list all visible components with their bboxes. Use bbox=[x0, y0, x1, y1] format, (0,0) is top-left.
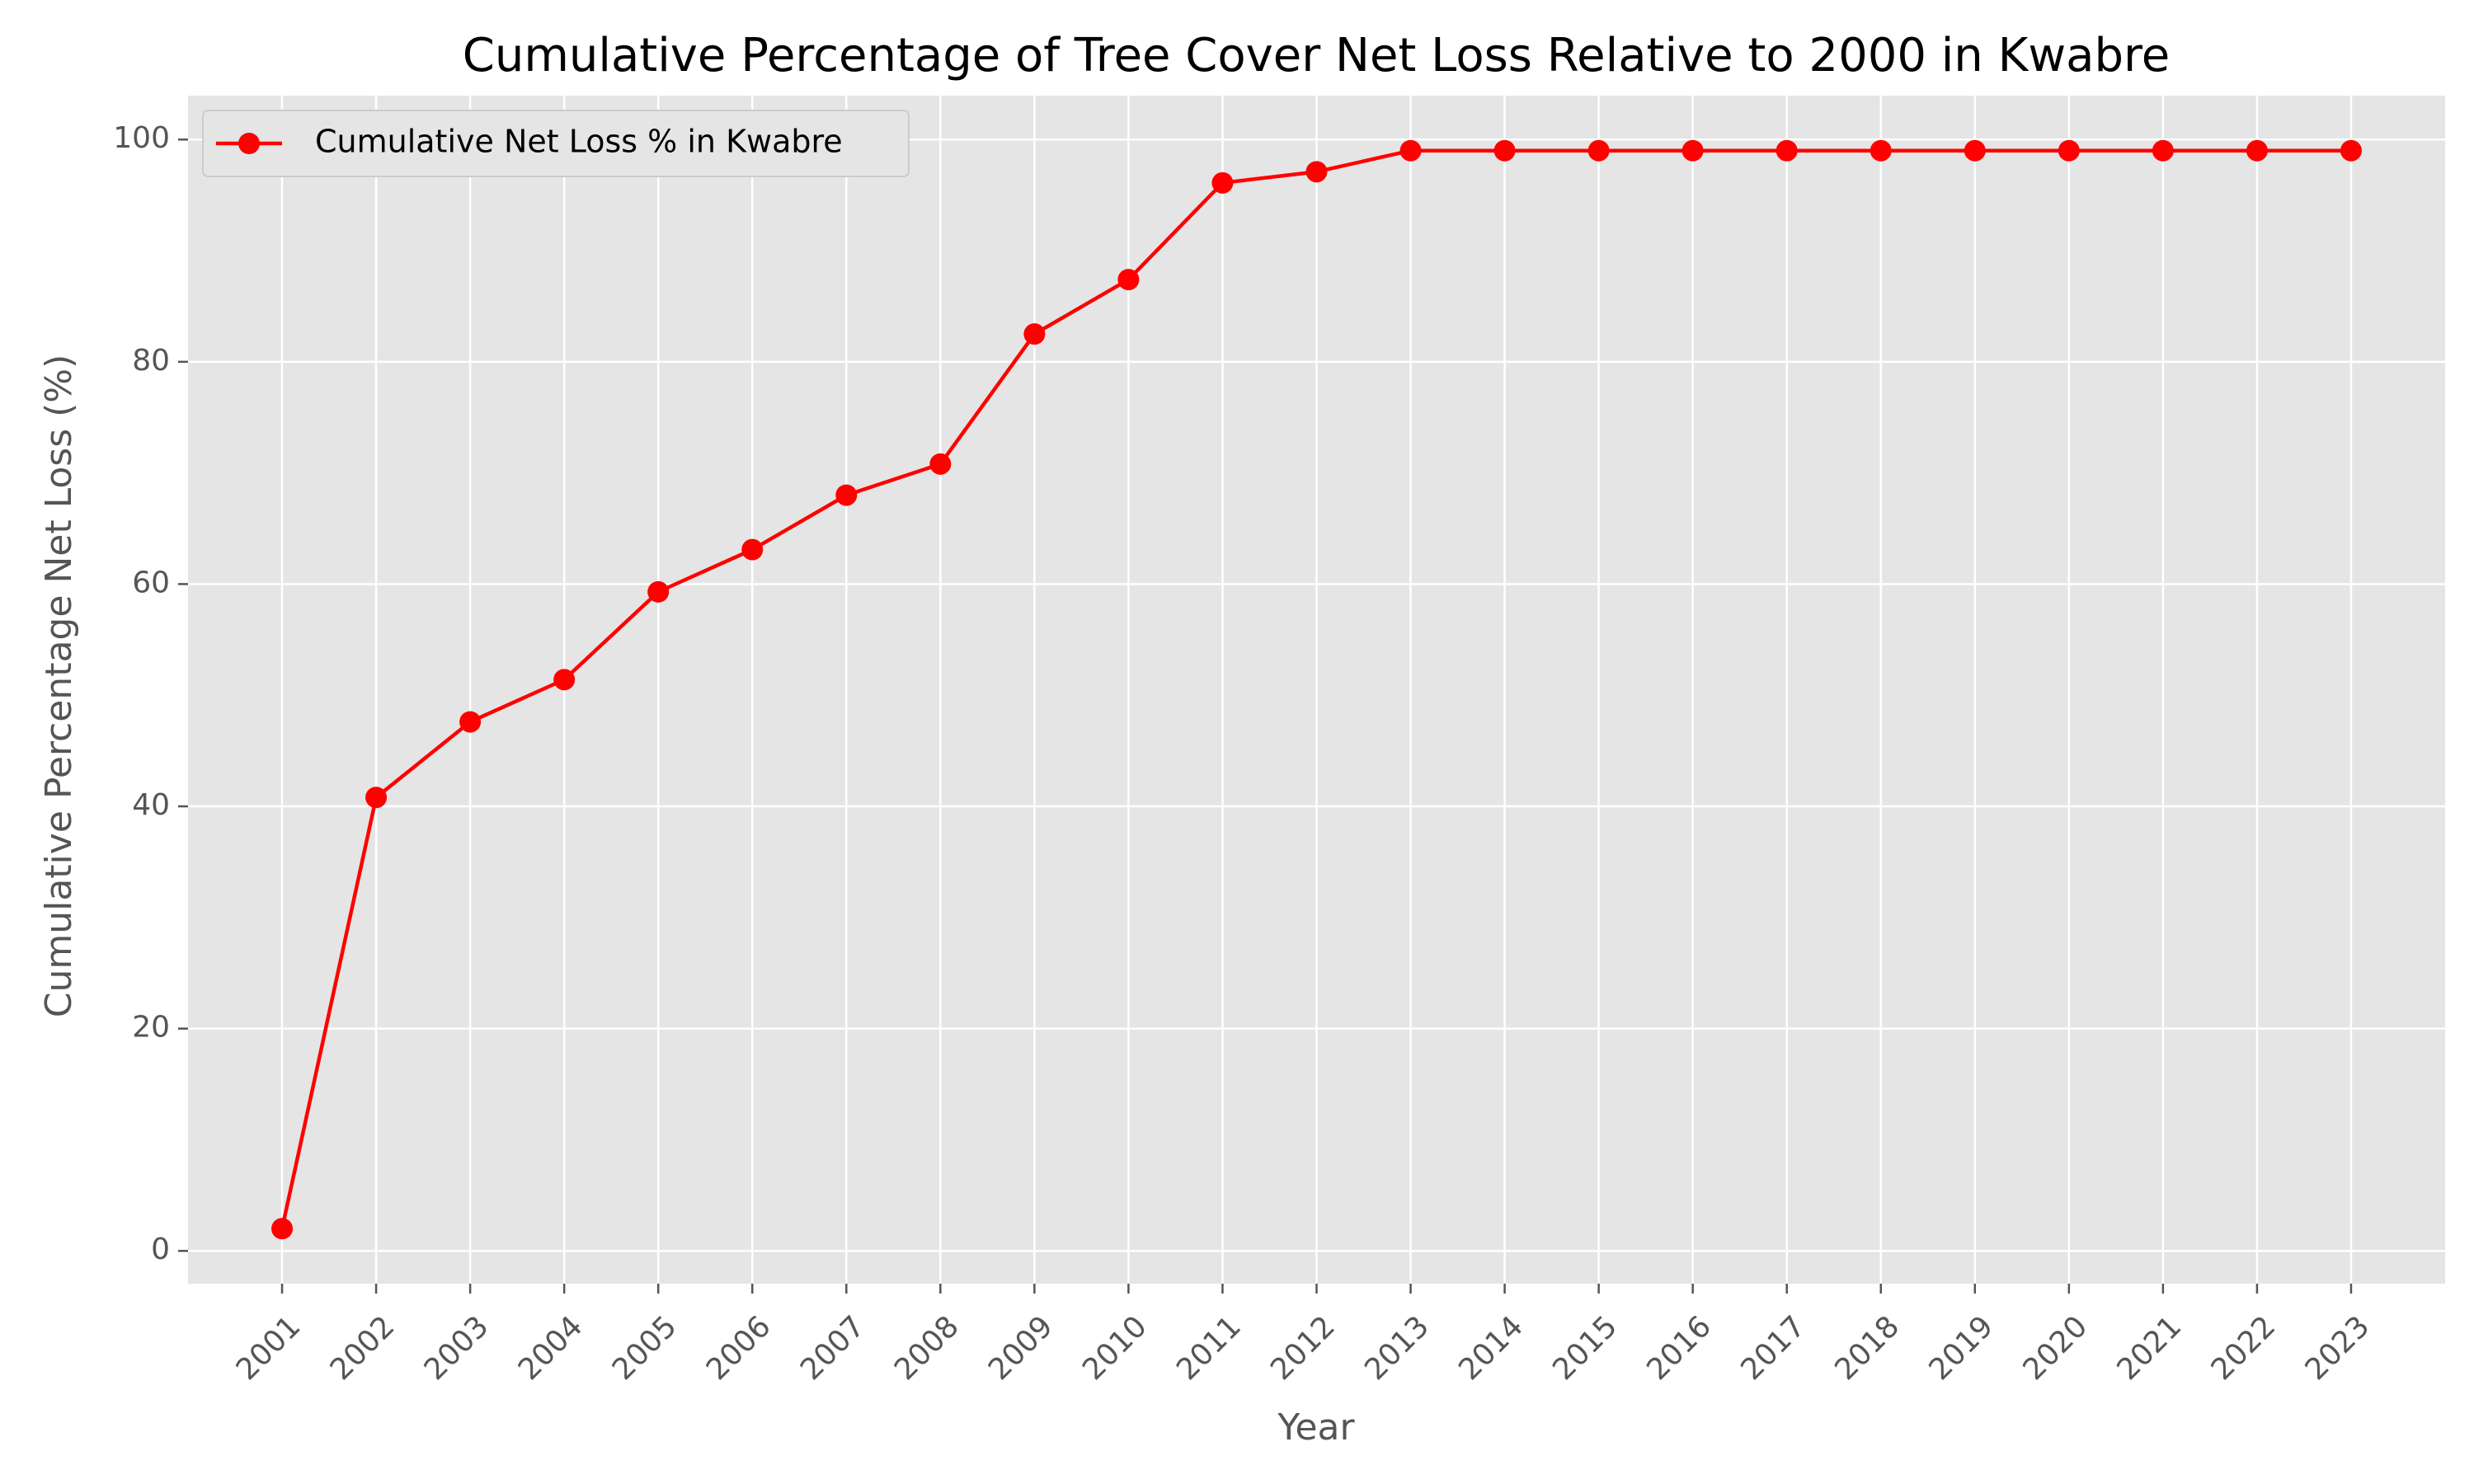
x-tick-label: 2009 bbox=[982, 1309, 1060, 1387]
data-point bbox=[835, 484, 858, 506]
data-point bbox=[459, 711, 482, 733]
data-point bbox=[1870, 139, 1892, 162]
data-point bbox=[1493, 139, 1516, 162]
data-point bbox=[1964, 139, 1986, 162]
data-point bbox=[2058, 139, 2080, 162]
data-point bbox=[1776, 139, 1798, 162]
data-point bbox=[1681, 139, 1704, 162]
x-tick-label: 2018 bbox=[1828, 1309, 1906, 1387]
x-tick-label: 2007 bbox=[794, 1309, 872, 1387]
data-point bbox=[1399, 139, 1422, 162]
x-tick-label: 2021 bbox=[2111, 1309, 2189, 1387]
x-axis-label: Year bbox=[1277, 1407, 1355, 1449]
x-tick-label: 2001 bbox=[230, 1309, 308, 1387]
x-tick-label: 2017 bbox=[1734, 1309, 1812, 1387]
data-point bbox=[271, 1218, 294, 1240]
y-tick-label: 80 bbox=[132, 344, 170, 378]
x-tick-label: 2004 bbox=[512, 1309, 590, 1387]
grid-lines bbox=[188, 96, 2445, 1284]
legend: Cumulative Net Loss % in Kwabre bbox=[202, 110, 910, 177]
x-tick-label: 2012 bbox=[1264, 1309, 1342, 1387]
x-tick-label: 2022 bbox=[2205, 1309, 2283, 1387]
data-point bbox=[647, 580, 670, 603]
data-point bbox=[1023, 323, 1046, 345]
legend-box bbox=[202, 110, 910, 177]
x-tick-label: 2016 bbox=[1640, 1309, 1718, 1387]
data-point bbox=[1305, 161, 1328, 183]
data-point bbox=[929, 453, 952, 475]
x-tick-label: 2015 bbox=[1546, 1309, 1624, 1387]
x-tick-label: 2019 bbox=[1922, 1309, 2000, 1387]
data-point bbox=[2246, 139, 2268, 162]
data-point bbox=[2340, 139, 2362, 162]
y-axis-ticks: 0 20 40 60 80 100 bbox=[113, 121, 188, 1266]
x-axis-ticks: 2001 2002 2003 2004 2005 2006 2007 2008 2009 2010… bbox=[230, 1284, 2377, 1387]
x-tick-label: 2011 bbox=[1170, 1309, 1248, 1387]
y-tick-label: 60 bbox=[132, 566, 170, 599]
data-point bbox=[1211, 171, 1234, 194]
data-point bbox=[741, 538, 764, 561]
x-tick-label: 2014 bbox=[1452, 1309, 1530, 1387]
y-tick-label: 40 bbox=[132, 788, 170, 822]
data-point bbox=[1587, 139, 1610, 162]
x-tick-label: 2005 bbox=[606, 1309, 684, 1387]
x-tick-label: 2003 bbox=[418, 1309, 496, 1387]
y-axis-label: Cumulative Percentage Net Loss (%) bbox=[38, 355, 80, 1017]
y-tick-label: 100 bbox=[113, 121, 170, 155]
legend-marker-swatch bbox=[238, 133, 260, 154]
x-tick-label: 2023 bbox=[2299, 1309, 2377, 1387]
y-tick-label: 0 bbox=[151, 1233, 170, 1266]
legend-label: Cumulative Net Loss % in Kwabre bbox=[315, 124, 843, 160]
y-tick-label: 20 bbox=[132, 1011, 170, 1045]
x-tick-label: 2006 bbox=[700, 1309, 778, 1387]
series-layer bbox=[271, 139, 2362, 1240]
x-tick-label: 2013 bbox=[1358, 1309, 1436, 1387]
chart-title: Cumulative Percentage of Tree Cover Net … bbox=[463, 29, 2170, 82]
data-point bbox=[1117, 269, 1140, 291]
data-point bbox=[2152, 139, 2174, 162]
data-point bbox=[365, 787, 388, 809]
x-tick-label: 2002 bbox=[324, 1309, 402, 1387]
x-tick-label: 2020 bbox=[2017, 1309, 2095, 1387]
data-point bbox=[553, 669, 576, 691]
x-tick-label: 2010 bbox=[1076, 1309, 1154, 1387]
x-tick-label: 2008 bbox=[888, 1309, 966, 1387]
